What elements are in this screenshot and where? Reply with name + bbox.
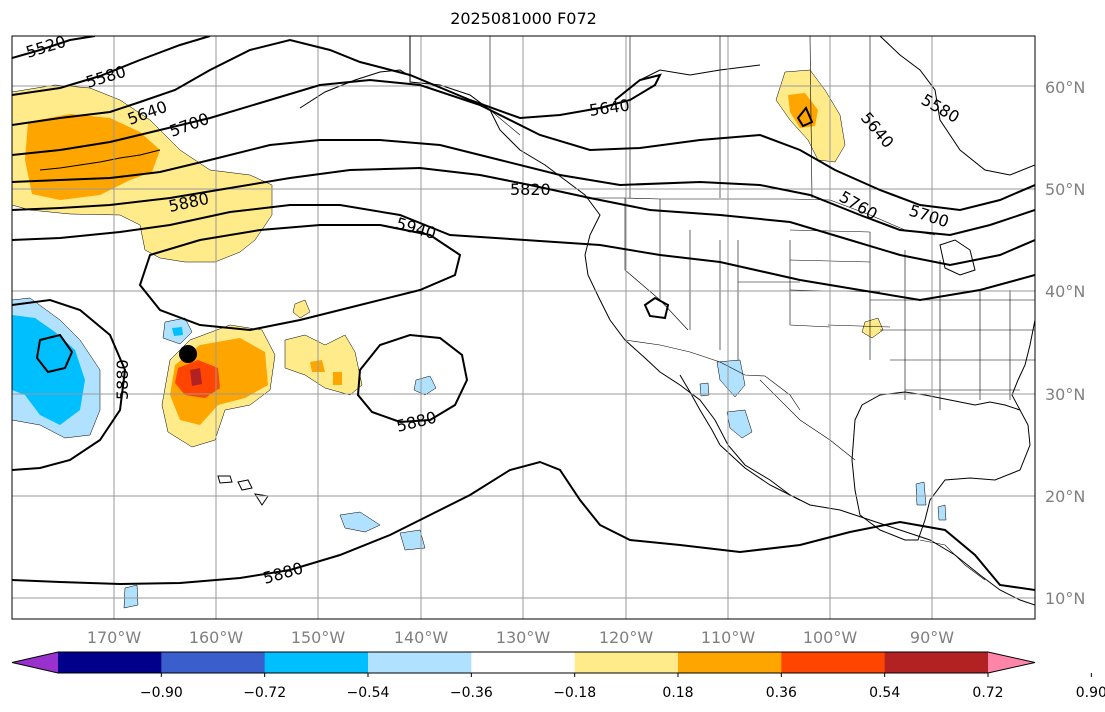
lon-label-170w: 170°W	[87, 628, 142, 647]
contour-label: 5820	[510, 180, 551, 199]
coastline-hawaii-3	[253, 493, 269, 506]
lon-label-130w: 130°W	[496, 628, 551, 647]
colorbar-tick-label: 0.72	[972, 685, 1003, 701]
contour-label: 5880	[113, 359, 132, 400]
contour-small-canada	[796, 106, 814, 128]
border-states-east	[870, 299, 1035, 391]
colorbar-segment	[161, 652, 266, 673]
colorbar-tick-label: 0.36	[766, 685, 797, 701]
colorbar-segment	[678, 652, 782, 673]
cold-blob-4	[399, 529, 426, 551]
coastline-hudson	[879, 36, 1035, 176]
coastline-hawaii-1	[217, 475, 233, 484]
coastline-alaska	[299, 69, 411, 109]
contour-5940	[138, 224, 462, 332]
lon-label-140w: 140°W	[394, 628, 449, 647]
contour-5820	[12, 166, 1035, 267]
colorbar-segment	[264, 652, 369, 673]
coastline-hawaii-2	[237, 479, 253, 491]
lat-label-20n: 20°N	[1045, 487, 1085, 506]
colorbar-segment	[884, 652, 989, 673]
coastline-north-america-west	[409, 36, 1035, 606]
colorbar-segment	[781, 652, 886, 673]
lon-label-150w: 150°W	[291, 628, 346, 647]
coastline-mexico-pacific	[719, 444, 801, 501]
lon-label-160w: 160°W	[189, 628, 244, 647]
colorbar-tick-label: −0.54	[347, 685, 390, 701]
border-mexico-states	[759, 379, 856, 461]
cold-blob-7	[726, 409, 753, 439]
orange-blob-east-2	[333, 372, 342, 385]
lon-label-100w: 100°W	[803, 628, 858, 647]
lon-label-120w: 120°W	[599, 628, 654, 647]
contour-5640-west	[12, 38, 662, 126]
lat-label-10n: 10°N	[1045, 589, 1085, 608]
darkred-anomaly-hawaii	[190, 368, 202, 386]
latitude-labels: 60°N 50°N 40°N 30°N 20°N 10°N	[1045, 78, 1085, 608]
contour-5760	[12, 139, 1035, 237]
warm-blob-plains	[861, 317, 884, 339]
coastlines	[39, 36, 1035, 606]
cold-blob-10	[937, 504, 947, 521]
colorbar-extend-min	[12, 652, 58, 673]
contour-5880-south	[12, 460, 1035, 591]
border-states-west	[624, 198, 831, 395]
cold-blob-1-core	[172, 327, 183, 336]
cold-blob-9	[915, 481, 927, 506]
contour-5880-west-cell	[12, 298, 127, 471]
warm-blob-small	[292, 299, 311, 319]
cold-blob-6	[716, 359, 746, 398]
coastline-gulf-mexico	[851, 391, 1031, 541]
lon-label-90w: 90°W	[910, 628, 954, 647]
lat-label-30n: 30°N	[1045, 385, 1085, 404]
cold-blob-2	[413, 375, 437, 396]
lat-label-50n: 50°N	[1045, 180, 1085, 199]
contour-5520	[12, 36, 96, 59]
colorbar-extend-max	[988, 652, 1035, 673]
coastline-baja	[679, 374, 721, 446]
colorbar-tick-label: −0.72	[243, 685, 286, 701]
cold-blob-5	[123, 584, 139, 609]
colorbar-tick-label: −0.18	[553, 685, 596, 701]
contour-5880-north	[12, 204, 1035, 302]
contour-5700	[12, 78, 1035, 212]
colorbar-outline	[11, 651, 1036, 674]
cold-anomaly-west-core	[12, 315, 85, 425]
lat-label-60n: 60°N	[1045, 78, 1085, 97]
border-us-mexico	[624, 339, 801, 411]
colorbar-tick-label: 0.90	[1076, 685, 1105, 701]
gridlines	[12, 36, 1035, 619]
border-canada-us	[585, 197, 936, 236]
cold-blob-3	[339, 511, 381, 533]
contour-small-nv	[643, 296, 670, 320]
colorbar-segment	[368, 652, 472, 673]
cold-blob-8	[699, 382, 710, 397]
colorbar-segment	[471, 652, 576, 673]
colorbar-segment	[58, 652, 162, 673]
colorbar: −0.90 −0.72 −0.54 −0.36 −0.18 0.18 0.36 0.54 0.7…	[11, 651, 1105, 701]
map-frame	[11, 35, 1036, 620]
lat-label-40n: 40°N	[1045, 282, 1085, 301]
coastline-aleutians	[39, 149, 161, 171]
political-borders	[489, 36, 1035, 581]
colorbar-tick-label: −0.90	[140, 685, 183, 701]
lon-label-110w: 110°W	[701, 628, 756, 647]
border-canada-provinces	[629, 36, 871, 210]
contour-5880-east-cell	[356, 333, 469, 424]
colorbar-tick-label: 0.54	[869, 685, 900, 701]
map-title: 2025081000 F072	[450, 9, 597, 28]
height-contours	[12, 36, 1035, 591]
colorbar-tick-label: −0.36	[450, 685, 493, 701]
orange-anomaly-north-pacific	[25, 114, 160, 200]
location-marker	[179, 345, 197, 363]
colorbar-tick-label: 0.18	[662, 685, 693, 701]
colorbar-segment	[574, 652, 679, 673]
coastline-canada-north	[639, 64, 761, 81]
contour-5580	[12, 36, 211, 96]
contour-5880-inner-west	[35, 333, 74, 374]
coastline-east-us	[1011, 319, 1035, 411]
longitude-labels: 170°W 160°W 150°W 140°W 130°W 120°W 110°…	[87, 628, 954, 647]
coastline-great-lakes	[939, 239, 976, 276]
